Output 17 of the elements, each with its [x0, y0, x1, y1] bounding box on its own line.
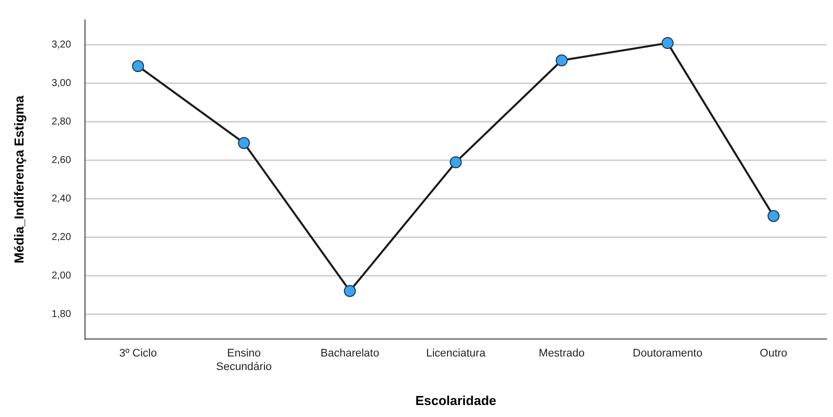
x-tick-label: Ensino Secundário [216, 348, 272, 373]
x-tick-label: Outro [760, 348, 788, 360]
x-axis-title: Escolaridade [415, 392, 496, 408]
y-tick-label: 2,20 [52, 232, 72, 243]
y-axis-title: Média_Indiferença Estigma [11, 94, 26, 264]
y-tick-label: 1,80 [52, 308, 72, 320]
y-tick-label: 2,00 [52, 270, 72, 282]
y-tick-label: 2,40 [52, 193, 72, 204]
y-tick-label: 2,80 [52, 116, 72, 128]
x-tick-label: Bacharelato [320, 348, 380, 360]
x-tick-label: 3º Ciclo [119, 348, 157, 360]
y-tick-label: 2,60 [52, 155, 72, 166]
y-tick-label: 3,00 [52, 78, 72, 90]
y-tick-label: 3,20 [52, 40, 72, 51]
x-tick-label: Licenciatura [426, 348, 486, 360]
x-tick-label: Mestrado [538, 348, 585, 360]
x-tick-label: Doutoramento [632, 348, 702, 360]
